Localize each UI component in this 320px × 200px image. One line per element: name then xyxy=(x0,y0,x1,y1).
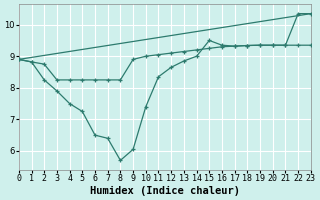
X-axis label: Humidex (Indice chaleur): Humidex (Indice chaleur) xyxy=(90,186,240,196)
